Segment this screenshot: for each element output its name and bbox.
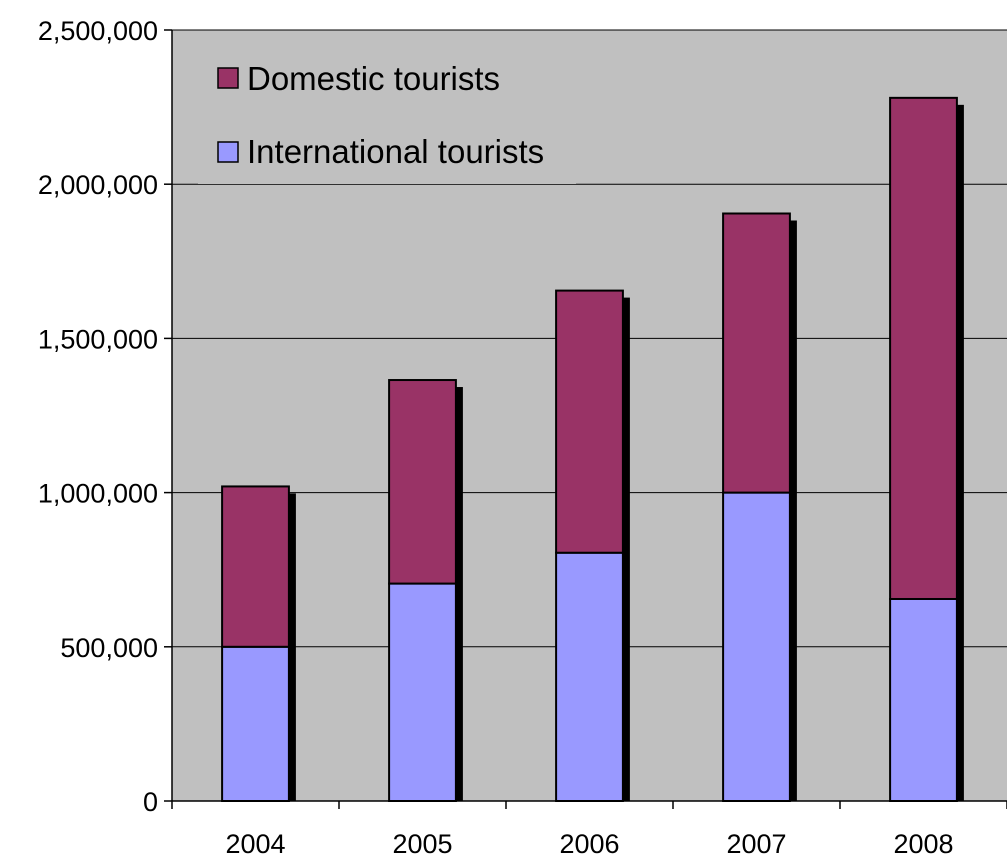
y-tick-labels: 0 500,000 1,000,000 1,500,000 2,000,000 2,500… bbox=[38, 16, 158, 817]
legend-swatch-domestic bbox=[217, 67, 239, 89]
y-tick-label: 1,500,000 bbox=[38, 324, 158, 354]
bar-domestic-2004 bbox=[221, 485, 290, 648]
x-tick-label: 2008 bbox=[893, 829, 953, 859]
y-tick-label: 500,000 bbox=[60, 633, 158, 663]
ticks bbox=[164, 29, 1007, 809]
bar-international-2007 bbox=[722, 491, 791, 802]
axes bbox=[171, 30, 1007, 802]
x-tick-label: 2006 bbox=[559, 829, 619, 859]
legend: Domestic tourists International tourists bbox=[198, 38, 576, 184]
bar-domestic-2006 bbox=[555, 289, 624, 554]
y-tick-label: 2,500,000 bbox=[38, 16, 158, 46]
x-tick-labels: 2004 2005 2006 2007 2008 bbox=[225, 829, 953, 859]
x-tick-label: 2004 bbox=[225, 829, 285, 859]
bar-international-2004 bbox=[221, 645, 290, 802]
bar-domestic-2007 bbox=[722, 212, 791, 494]
legend-label-domestic: Domestic tourists bbox=[247, 60, 500, 97]
x-tick-label: 2005 bbox=[392, 829, 452, 859]
bar-international-2005 bbox=[388, 582, 457, 802]
y-tick-label: 0 bbox=[143, 787, 158, 817]
y-tick-label: 1,000,000 bbox=[38, 479, 158, 509]
bar-international-2006 bbox=[555, 551, 624, 802]
bar-international-2008 bbox=[889, 597, 958, 802]
legend-label-international: International tourists bbox=[247, 133, 544, 170]
x-tick-label: 2007 bbox=[726, 829, 786, 859]
legend-background bbox=[198, 38, 576, 184]
y-tick-label: 2,000,000 bbox=[38, 170, 158, 200]
bar-domestic-2005 bbox=[388, 379, 457, 585]
legend-swatch-international bbox=[217, 141, 239, 163]
bars bbox=[221, 96, 964, 802]
bar-domestic-2008 bbox=[889, 96, 958, 600]
